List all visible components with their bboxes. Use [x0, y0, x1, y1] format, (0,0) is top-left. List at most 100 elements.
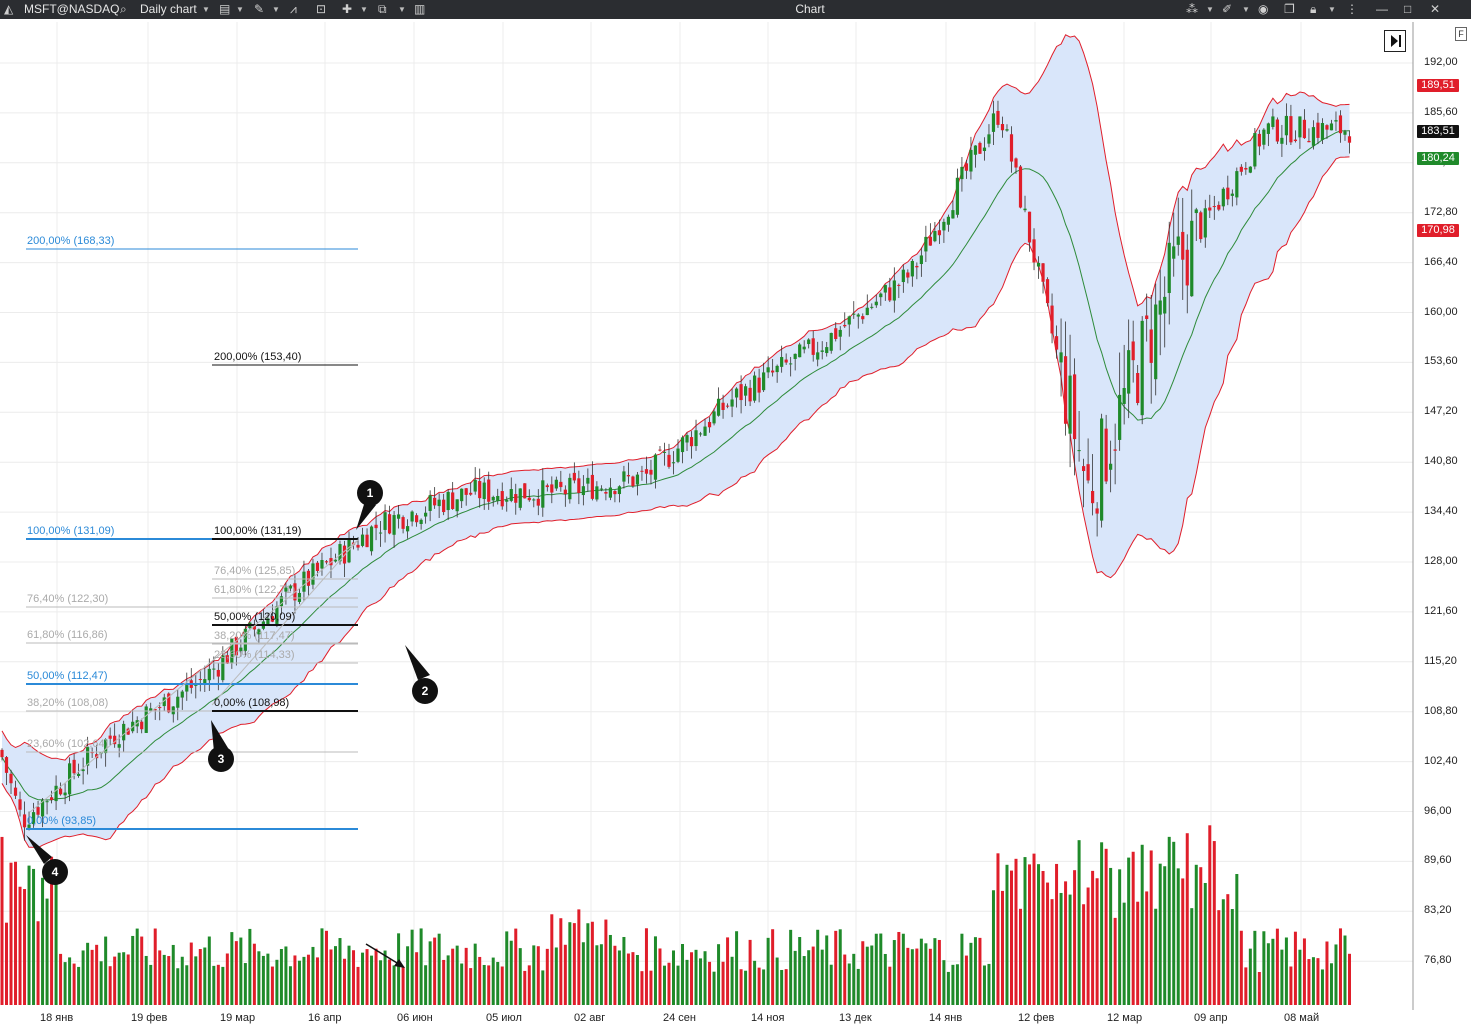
clone-icon[interactable]: ❐ [1284, 2, 1295, 16]
candle-body [829, 332, 833, 351]
candle-body [144, 706, 148, 733]
minimize-icon[interactable]: — [1376, 2, 1388, 16]
volume-bar [1064, 881, 1068, 1005]
volume-bar [1104, 848, 1108, 1005]
candle-body [27, 824, 31, 828]
volume-bar [753, 960, 757, 1005]
candle-body [491, 496, 495, 501]
scroll-to-end-button[interactable] [1384, 30, 1406, 52]
candle-body [306, 570, 311, 586]
volume-bar [392, 965, 396, 1005]
price-tick-label: 102,40 [1424, 754, 1458, 767]
lock-icon[interactable]: 🔒︎ [1310, 2, 1317, 16]
price-chart[interactable] [0, 22, 1471, 1029]
link-icon[interactable]: ⁂ [1186, 2, 1198, 16]
volume-bar [356, 966, 360, 1005]
volume-bar [662, 965, 666, 1005]
volume-bar [1320, 969, 1324, 1005]
volume-bar [374, 948, 378, 1005]
volume-bar [960, 933, 964, 1005]
volume-bar [95, 944, 99, 1005]
format-button[interactable]: F [1455, 27, 1467, 41]
app-logo-icon[interactable]: ◭ [4, 2, 14, 16]
candle-body [455, 499, 459, 512]
volume-bar [622, 936, 626, 1005]
candle-body [676, 448, 680, 462]
volume-bar [771, 929, 775, 1005]
close-icon[interactable]: ✕ [1430, 2, 1441, 16]
candle-body [888, 287, 892, 301]
screenshot-icon[interactable]: ◉ [1258, 2, 1269, 16]
chevron-down-icon[interactable]: ▼ [1328, 5, 1336, 14]
volume-bar [1009, 870, 1013, 1005]
templates-icon[interactable]: ⊡ [316, 2, 327, 16]
price-tick-label: 108,80 [1424, 704, 1458, 717]
volume-bar [9, 862, 13, 1005]
indicators-icon[interactable]: ⩘ [290, 2, 297, 16]
volume-arrow-line [365, 943, 403, 967]
search-icon[interactable]: ⌕ [120, 2, 127, 16]
timeframe-select[interactable]: Daily chart [140, 2, 197, 16]
volume-bar [1199, 867, 1203, 1005]
chevron-down-icon[interactable]: ▼ [360, 5, 368, 14]
draw-icon[interactable]: ✎ [254, 2, 265, 16]
chevron-down-icon[interactable]: ▼ [272, 5, 280, 14]
volume-bar [1163, 866, 1167, 1005]
candle-body [626, 475, 631, 477]
candle-body [1221, 188, 1225, 207]
maximize-icon[interactable]: □ [1404, 2, 1412, 16]
candle-body [563, 489, 567, 495]
volume-bar [122, 952, 126, 1005]
candle-body [266, 618, 270, 625]
volume-bar [545, 948, 549, 1005]
chart-type-icon[interactable]: ▤ [219, 2, 231, 16]
candle-body [487, 479, 491, 502]
sidebar-icon[interactable]: ▥ [414, 2, 426, 16]
candle-body [1172, 246, 1176, 259]
candle-body [252, 625, 256, 630]
fib-level-label: 76,40% (122,30) [27, 593, 109, 605]
candle-body [1154, 304, 1158, 380]
volume-bar [1235, 874, 1239, 1005]
candle-body [631, 476, 635, 487]
symbol-field[interactable]: MSFT@NASDAQ [24, 2, 120, 16]
candle-body [284, 587, 288, 592]
candle-body [437, 499, 441, 507]
volume-bar [708, 961, 712, 1005]
more-icon[interactable]: ⋮ [1346, 2, 1358, 16]
volume-bar [1230, 909, 1234, 1005]
crosshair-icon[interactable]: ✚ [342, 2, 353, 16]
candle-body [378, 532, 383, 534]
chevron-down-icon[interactable]: ▼ [1206, 5, 1214, 14]
fib-level-label: 50,00% (112,47) [27, 670, 108, 682]
candle-body [559, 481, 563, 488]
volume-bar [189, 942, 193, 1005]
volume-bar [644, 928, 648, 1005]
volume-bar [527, 965, 531, 1005]
volume-bar [1185, 833, 1189, 1005]
candle-body [1100, 418, 1104, 521]
fib-level-label: 100,00% (131,09) [27, 525, 115, 537]
candle-body [960, 166, 964, 180]
volume-bar [865, 946, 869, 1005]
candle-body [1122, 388, 1126, 404]
candle-body [153, 709, 157, 711]
chevron-down-icon[interactable]: ▼ [1242, 5, 1250, 14]
volume-bar [712, 971, 716, 1005]
candle-body [410, 511, 414, 522]
time-tick-label: 08 май [1284, 1012, 1320, 1024]
candle-body [658, 449, 662, 451]
chevron-down-icon[interactable]: ▼ [202, 5, 210, 14]
candle-body [275, 606, 279, 624]
chevron-down-icon[interactable]: ▼ [398, 5, 406, 14]
volume-bar [1343, 935, 1347, 1005]
volume-bar [406, 946, 410, 1005]
chevron-down-icon[interactable]: ▼ [236, 5, 244, 14]
volume-bar [852, 953, 856, 1005]
pin-icon[interactable]: ✐ [1222, 2, 1233, 16]
volume-bar [230, 932, 234, 1005]
layout-icon[interactable]: ⧉ [378, 2, 387, 16]
volume-bar [144, 955, 148, 1005]
candle-body [739, 384, 743, 401]
fib-level-label: 50,00% (120,09) [214, 611, 296, 623]
